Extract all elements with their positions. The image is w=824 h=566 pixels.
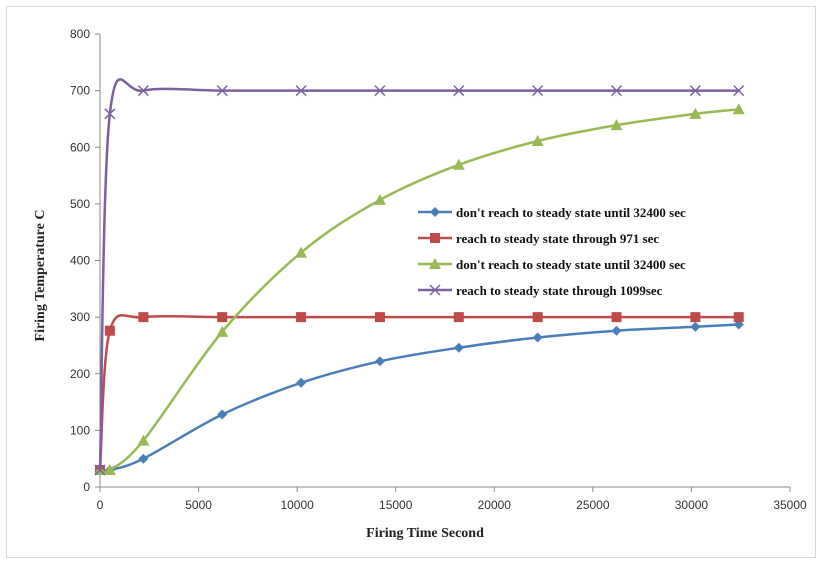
legend-label: reach to steady state through 971 sec <box>456 231 659 246</box>
legend: don't reach to steady state until 32400 … <box>418 205 686 298</box>
data-point <box>295 85 307 97</box>
data-point <box>137 85 149 97</box>
y-tick-label: 400 <box>70 254 90 268</box>
legend-item: reach to steady state through 1099sec <box>418 283 663 298</box>
y-tick-label: 200 <box>70 367 90 381</box>
data-point <box>104 325 115 336</box>
plot-area <box>94 78 745 476</box>
x-tick-label: 5000 <box>185 498 212 512</box>
series-line <box>98 313 739 471</box>
legend-item: reach to steady state through 971 sec <box>418 231 659 246</box>
series-line <box>99 323 739 473</box>
x-tick-label: 15000 <box>379 498 413 512</box>
data-point <box>689 107 702 119</box>
y-tick-label: 100 <box>70 423 90 437</box>
data-point <box>532 85 544 97</box>
data-point <box>453 85 465 97</box>
data-point <box>138 453 149 464</box>
data-point <box>217 409 228 420</box>
data-point <box>94 464 106 476</box>
y-tick-labels: 0 100 200 300 400 500 600 700 800 <box>70 27 90 494</box>
data-point <box>689 85 701 97</box>
data-point <box>610 85 623 97</box>
data-point <box>453 312 464 323</box>
data-point <box>733 85 745 97</box>
y-axis-title: Firing Temperature C <box>33 210 48 342</box>
data-point <box>611 312 622 323</box>
legend-label: don't reach to steady state until 32400 … <box>456 205 686 220</box>
data-point <box>216 325 229 337</box>
legend-swatch-marker <box>429 258 441 269</box>
data-point <box>690 321 701 332</box>
series-4 <box>94 78 745 476</box>
data-point <box>732 103 745 115</box>
data-point <box>216 85 228 97</box>
chart-frame <box>6 6 816 558</box>
data-point <box>103 464 116 476</box>
y-tick-label: 700 <box>70 84 90 98</box>
data-point <box>733 312 744 323</box>
legend-item: don't reach to steady state until 32400 … <box>418 257 686 272</box>
data-point <box>373 193 386 205</box>
x-tick-label: 30000 <box>675 498 709 512</box>
legend-swatch-marker <box>430 207 440 217</box>
series-2 <box>95 312 744 476</box>
data-point <box>452 158 465 170</box>
x-axis-title: Firing Time Second <box>366 526 484 541</box>
legend-item: don't reach to steady state until 32400 … <box>418 205 686 220</box>
y-tick-label: 0 <box>83 480 90 494</box>
x-tick-label: 25000 <box>576 498 610 512</box>
x-tick-label: 0 <box>97 498 104 512</box>
data-point <box>374 312 385 323</box>
x-tick-labels: 0 5000 10000 15000 20000 25000 30000 35000 <box>97 498 807 512</box>
series-line <box>98 78 739 471</box>
data-point <box>532 332 543 343</box>
y-tick-label: 600 <box>70 140 90 154</box>
legend-swatch-marker <box>430 233 440 243</box>
legend-label: reach to steady state through 1099sec <box>456 283 663 298</box>
data-point <box>138 312 149 323</box>
data-point <box>610 119 623 131</box>
data-point <box>137 434 150 446</box>
data-point <box>104 108 116 120</box>
series-1 <box>95 319 744 476</box>
data-point <box>295 246 308 258</box>
data-point <box>374 356 385 367</box>
x-tick-label: 35000 <box>773 498 807 512</box>
data-point <box>296 312 307 323</box>
y-tick-label: 500 <box>70 197 90 211</box>
legend-swatch-marker <box>429 284 441 296</box>
x-tick-label: 10000 <box>280 498 314 512</box>
data-point <box>532 312 543 323</box>
data-point <box>374 85 386 97</box>
data-point <box>296 377 307 388</box>
y-tick-label: 800 <box>70 27 90 41</box>
data-point <box>611 325 622 336</box>
data-point <box>453 342 464 353</box>
y-tick-label: 300 <box>70 310 90 324</box>
legend-label: don't reach to steady state until 32400 … <box>456 257 686 272</box>
x-tick-label: 20000 <box>478 498 512 512</box>
data-point <box>531 135 544 147</box>
data-point <box>217 312 228 323</box>
data-point <box>690 312 701 323</box>
